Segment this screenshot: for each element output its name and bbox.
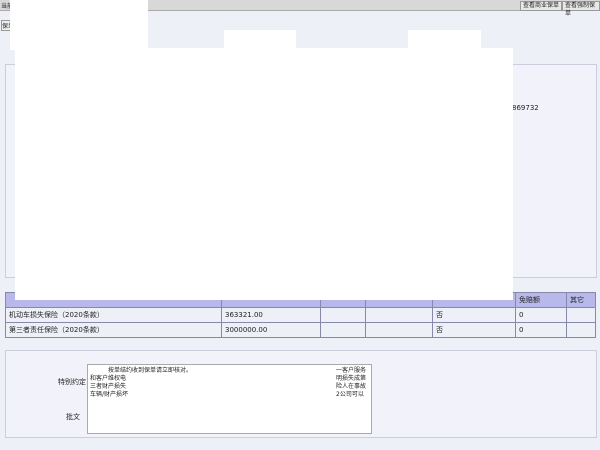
cell: 否	[432, 307, 516, 323]
page-title: 当前	[1, 3, 14, 10]
link[interactable]: 查看商业保单	[520, 1, 563, 11]
text-line: 按单结约收到保单请立即核对。	[108, 367, 193, 374]
header-cell: 其它	[566, 292, 596, 308]
label: 批文	[66, 413, 80, 421]
text-line: 一客户服务	[336, 367, 367, 374]
text-line: 三者财产损失	[90, 383, 127, 390]
link[interactable]: 查看强制保单	[562, 1, 600, 17]
redaction	[224, 30, 296, 48]
redaction	[408, 30, 481, 48]
text-line: 和客户维权电	[90, 375, 127, 382]
cell: 3000000.00	[221, 322, 321, 338]
cell: 0	[515, 322, 567, 338]
textarea[interactable]: 按单结约收到保单请立即核对。 和客户维权电 三者财产损失 车辆/财产损坏 一客户服务明…	[87, 364, 372, 434]
cell: 第三者责任保险（2020条款）	[5, 322, 222, 338]
text-line: 明损失成第	[336, 375, 367, 382]
label: 特别约定	[58, 378, 86, 386]
top-bar: 当前	[0, 0, 600, 11]
cell: 否	[432, 322, 516, 338]
redaction	[10, 0, 148, 50]
cell: 机动车损失保险（2020条款）	[5, 307, 222, 323]
text-lines: 一客户服务 明损失成第 险人在事故 2公司可以	[336, 367, 370, 399]
cell: 363321.00	[221, 307, 321, 323]
text-line: 2公司可以	[336, 391, 364, 398]
header-cell: 免赔额	[515, 292, 567, 308]
text-line: 险人在事故	[336, 383, 367, 390]
text-lines: 按单结约收到保单请立即核对。 和客户维权电 三者财产损失 车辆/财产损坏	[90, 367, 290, 399]
cell: 0	[515, 307, 567, 323]
redaction	[15, 48, 513, 300]
text-line: 车辆/财产损坏	[90, 391, 129, 398]
code: 869732	[512, 104, 539, 112]
